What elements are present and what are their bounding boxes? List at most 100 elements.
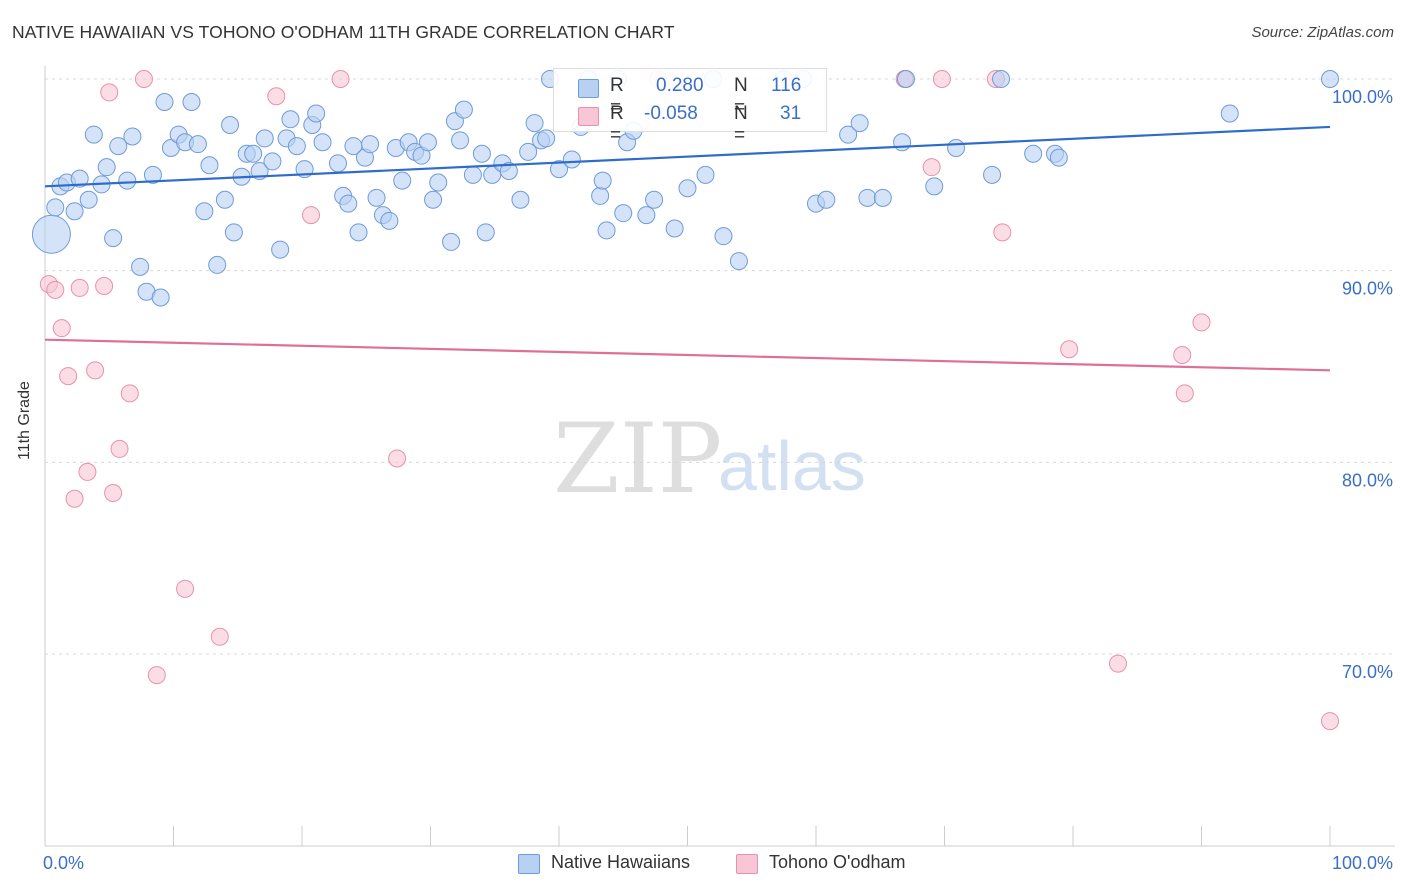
native-hawaiians-point — [817, 190, 836, 209]
native-hawaiians-point — [255, 129, 274, 148]
tohono-oodham-point — [95, 277, 114, 295]
tohono-oodham-point — [922, 158, 941, 177]
tick-labels: 70.0% 80.0% 90.0% 100.0% 0.0% 100.0% — [43, 87, 1393, 873]
tohono-oodham-point — [110, 439, 129, 458]
native-hawaiians-point — [84, 125, 103, 144]
tohono-oodham-point — [993, 223, 1012, 242]
native-hawaiians-point — [244, 144, 263, 163]
pink-swatch — [578, 107, 599, 126]
x-tick-label: 100.0% — [1332, 853, 1393, 873]
native-hawaiians-point — [729, 252, 748, 271]
tohono-oodham-point — [100, 83, 119, 102]
native-hawaiians-point — [31, 214, 71, 254]
native-hawaiians-point — [614, 204, 633, 223]
native-hawaiians-point — [893, 133, 912, 152]
native-hawaiians-point — [591, 186, 610, 205]
native-hawaiians-point — [550, 160, 568, 179]
tohono-oodham-point — [78, 462, 97, 481]
native-hawaiians-point — [511, 190, 530, 209]
native-hawaiians-point — [429, 173, 448, 192]
watermark-zip: ZIP — [553, 403, 722, 515]
native-hawaiians-point — [537, 129, 556, 148]
native-hawaiians-point — [839, 125, 858, 144]
native-hawaiians-point — [155, 93, 174, 111]
source-label: Source: ZipAtlas.com — [1251, 24, 1394, 41]
native-hawaiians-point — [215, 190, 234, 209]
tohono-oodham-point — [46, 280, 65, 299]
chart-title: NATIVE HAWAIIAN VS TOHONO O'ODHAM 11TH G… — [12, 22, 675, 42]
native-hawaiians-point — [313, 133, 332, 152]
r-value-blue: 0.280 — [656, 75, 704, 96]
tohono-oodham-point — [331, 70, 350, 88]
native-hawaiians-point — [850, 114, 869, 133]
native-hawaiians-point — [637, 206, 656, 225]
tohono-oodham-point — [267, 87, 286, 106]
r-label: R = — [610, 75, 624, 118]
native-hawaiians-point — [380, 211, 399, 230]
tohono-oodham-point — [932, 70, 951, 88]
native-hawaiians-point — [454, 100, 473, 119]
native-hawaiians-point — [221, 116, 240, 134]
tohono-oodham-trend-line — [44, 338, 1331, 372]
y-axis-label: 11th Grade — [16, 381, 33, 460]
blue-swatch — [578, 79, 599, 98]
tohono-oodham-point — [1108, 654, 1127, 673]
trend-lines — [44, 125, 1331, 372]
native-hawaiians-point — [593, 171, 612, 190]
tohono-oodham-point — [1192, 313, 1211, 332]
native-hawaiians-point — [208, 255, 227, 274]
legend-label-native-hawaiians: Native Hawaiians — [551, 852, 691, 872]
native-hawaiians-point — [182, 93, 201, 111]
tohono-oodham-point — [1321, 712, 1339, 731]
tohono-oodham-points — [39, 70, 1339, 731]
native-hawaiians-point — [281, 110, 300, 129]
blue-legend-swatch — [518, 854, 540, 874]
n-label: N = — [734, 103, 748, 146]
native-hawaiians-point — [151, 288, 170, 307]
native-hawaiians-point — [118, 171, 137, 190]
tohono-oodham-point — [1175, 384, 1194, 403]
tohono-oodham-point — [1173, 346, 1192, 364]
native-hawaiians-point — [678, 179, 697, 198]
native-hawaiians-point — [947, 139, 966, 157]
tohono-oodham-point — [301, 206, 320, 225]
n-value-pink: 31 — [780, 103, 802, 124]
native-hawaiians-point — [424, 190, 443, 209]
y-tick-label: 80.0% — [1342, 470, 1393, 490]
native-hawaiians-point — [109, 137, 128, 156]
tohono-oodham-point — [104, 484, 123, 502]
r-value-pink: -0.058 — [644, 103, 698, 124]
tohono-oodham-point — [59, 367, 78, 386]
native-hawaiians-point — [665, 219, 684, 238]
tohono-oodham-point — [120, 384, 139, 403]
native-hawaiians-trend-line — [44, 125, 1331, 188]
native-hawaiians-point — [328, 154, 347, 173]
y-tick-label: 90.0% — [1342, 279, 1393, 299]
stats-legend: R = 0.280 N = 116 R = -0.058 N = 31 — [553, 68, 827, 146]
r-label: R = — [610, 103, 624, 146]
watermark-atlas: atlas — [718, 427, 866, 505]
watermark: ZIP atlas — [553, 403, 866, 515]
native-hawaiians-point — [451, 131, 470, 150]
native-hawaiians-point — [562, 150, 581, 169]
native-hawaiians-point — [349, 223, 368, 242]
native-hawaiians-point — [65, 202, 84, 221]
native-hawaiians-point — [307, 104, 326, 123]
native-hawaiians-point — [188, 135, 207, 154]
native-hawaiians-point — [361, 135, 380, 154]
native-hawaiians-point — [393, 171, 412, 190]
native-hawaiians-point — [79, 190, 98, 209]
tohono-oodham-point — [147, 666, 166, 685]
n-label: N = — [734, 75, 748, 118]
pink-legend-swatch — [736, 854, 758, 874]
native-hawaiians-point — [714, 227, 733, 246]
axes — [44, 66, 1395, 847]
native-hawaiians-point — [925, 177, 944, 196]
native-hawaiians-point — [418, 133, 437, 152]
native-hawaiians-point — [873, 188, 892, 207]
tohono-oodham-point — [134, 70, 153, 88]
native-hawaiians-point — [896, 70, 915, 88]
native-hawaiians-point — [597, 221, 616, 240]
native-hawaiians-point — [1220, 104, 1239, 123]
